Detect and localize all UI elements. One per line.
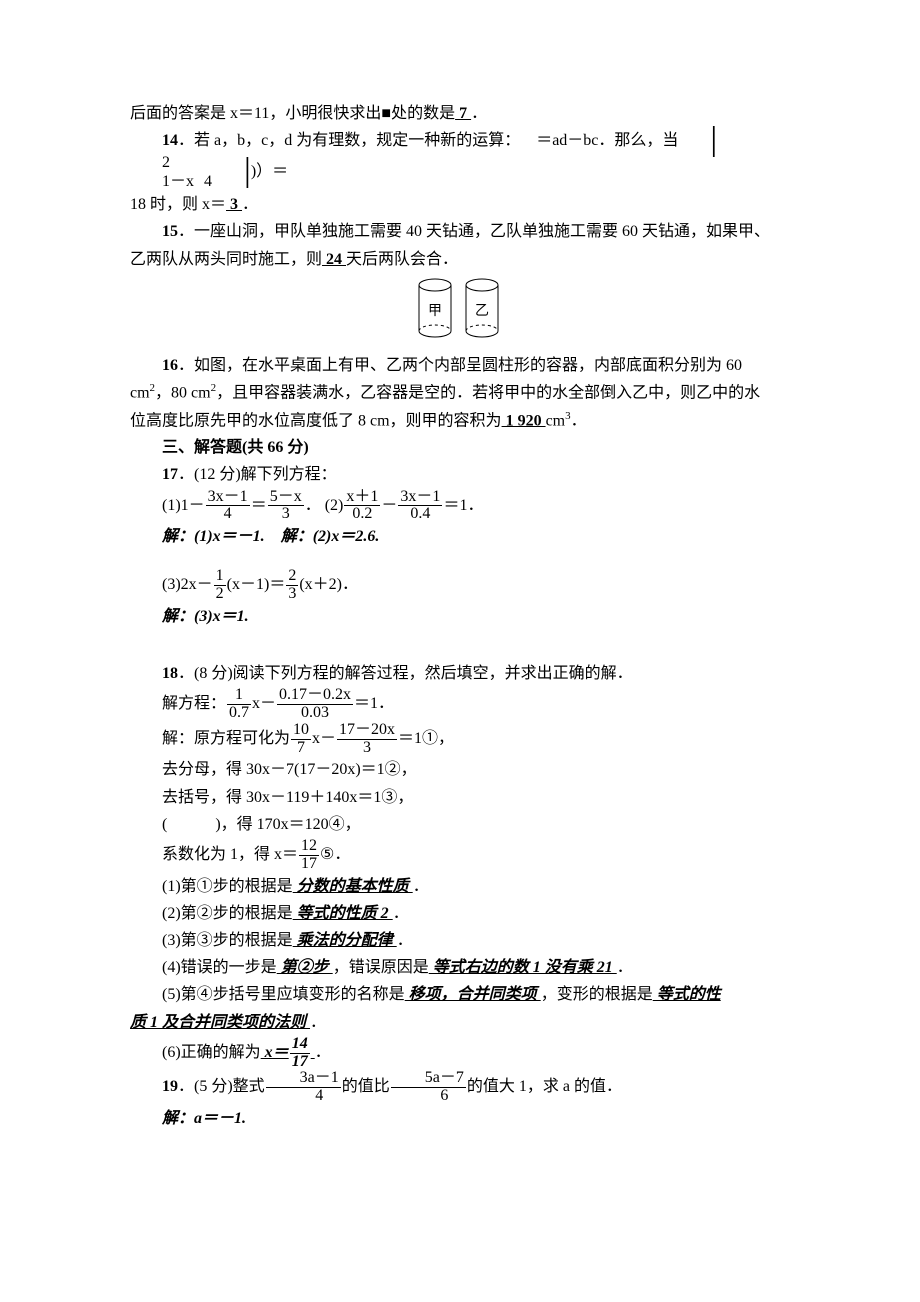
q18-q6: (6)正确的解为 x＝1417 ．	[130, 1036, 790, 1071]
q18-a2: 等式的性质 2	[293, 905, 393, 922]
q18-line4: 去括号，得 30x－119＋140x＝1③，	[130, 784, 790, 811]
q17-number: 17	[162, 466, 178, 483]
q18-number: 18	[162, 665, 178, 682]
q14-answer: 3	[226, 196, 242, 213]
q18-a5-2b: 质 1 及合并同类项的法则	[130, 1014, 310, 1031]
q18-a4-1: 第②步	[277, 959, 333, 976]
q13-answer: 7	[455, 105, 471, 122]
q18-a1: 分数的基本性质	[293, 878, 413, 895]
q18-a3: 乘法的分配律	[293, 932, 397, 949]
cylinders-figure: 甲 乙	[130, 275, 790, 350]
q18-line5: ( )，得 170x＝120④，	[130, 811, 790, 838]
q16-line3: 位高度比原先甲的水位高度低了 8 cm，则甲的容积为 1 920 cm3．	[130, 407, 790, 435]
q15-line1: 15．一座山洞，甲队单独施工需要 40 天钻通，乙队单独施工需要 60 天钻通，…	[130, 218, 790, 245]
q14-line1: 14．若 a，b，c，d 为有理数，规定一种新的运算： ＝ad－bc．那么，当|…	[130, 127, 790, 191]
q17-eq3: (3)2x－12(x－1)＝23(x＋2)．	[130, 568, 790, 603]
q13-lead: 后面的答案是 x＝11，小明很快求出■处的数是	[130, 105, 455, 122]
q18-head: 18．(8 分)阅读下列方程的解答过程，然后填空，并求出正确的解．	[130, 660, 790, 687]
q17-sol-1-2: 解：(1)x＝－1. 解：(2)x＝2.6.	[130, 523, 790, 550]
q17-head: 17．(12 分)解下列方程：	[130, 461, 790, 488]
q18-line1: 解方程：10.7x－0.17－0.2x0.03＝1．	[130, 687, 790, 722]
q16-answer: 1 920	[502, 412, 546, 429]
section-3-heading: 三、解答题(共 66 分)	[130, 434, 790, 461]
q18-a6: x＝1417	[261, 1044, 315, 1061]
q15-answer: 24	[322, 251, 346, 268]
q18-line3: 去分母，得 30x－7(17－20x)＝1②，	[130, 756, 790, 783]
cylinders-svg: 甲 乙	[410, 275, 510, 341]
q15-line2: 乙两队从两头同时施工，则 24 天后两队会合．	[130, 246, 790, 273]
q19-number: 19	[162, 1078, 178, 1095]
q17-eq1-2: (1)1－3x－14＝5－x3． (2)x＋10.2－3x－10.4＝1．	[130, 489, 790, 524]
q18-q2: (2)第②步的根据是 等式的性质 2 ．	[130, 900, 790, 927]
q19-sol: 解：a＝－1.	[130, 1105, 790, 1132]
q18-q4: (4)错误的一步是 第②步 ，错误原因是 等式右边的数 1 没有乘 21 ．	[130, 954, 790, 981]
cylinder-left-label: 甲	[428, 304, 442, 319]
q18-q5a: (5)第④步括号里应填变形的名称是 移项，合并同类项 ，变形的根据是 等式的性	[130, 981, 790, 1008]
q14-number: 14	[162, 132, 178, 149]
q18-q3: (3)第③步的根据是 乘法的分配律 ．	[130, 927, 790, 954]
spacer	[130, 550, 790, 568]
q18-line2: 解：原方程可化为107x－17－20x3＝1①，	[130, 722, 790, 757]
q18-q5b: 质 1 及合并同类项的法则 ．	[130, 1009, 790, 1036]
spacer	[130, 630, 790, 660]
q17-sol-3: 解：(3)x＝1.	[130, 603, 790, 630]
q16-line1: 16．如图，在水平桌面上有甲、乙两个内部呈圆柱形的容器，内部底面积分别为 60	[130, 352, 790, 379]
determinant-stack: 21－x4	[130, 154, 212, 191]
cylinder-right-label: 乙	[475, 303, 489, 319]
q18-q1: (1)第①步的根据是 分数的基本性质 ．	[130, 873, 790, 900]
q18-a4-2: 等式右边的数 1 没有乘 21	[429, 959, 617, 976]
q18-a5-2a: 等式的性	[653, 986, 721, 1003]
q16-number: 16	[162, 357, 178, 374]
q14-line2: 18 时，则 x＝ 3 ．	[130, 191, 790, 218]
q13-continuation: 后面的答案是 x＝11，小明很快求出■处的数是 7 ．	[130, 100, 790, 127]
q16-line2: cm2，80 cm2，且甲容器装满水，乙容器是空的．若将甲中的水全部倒入乙中，则…	[130, 379, 790, 407]
q19-head: 19．(5 分)整式3a－14的值比5a－76的值大 1，求 a 的值．	[130, 1070, 790, 1105]
q18-line6: 系数化为 1，得 x＝1217⑤．	[130, 838, 790, 873]
q15-number: 15	[162, 223, 178, 240]
q18-a5-1: 移项，合并同类项	[405, 986, 541, 1003]
